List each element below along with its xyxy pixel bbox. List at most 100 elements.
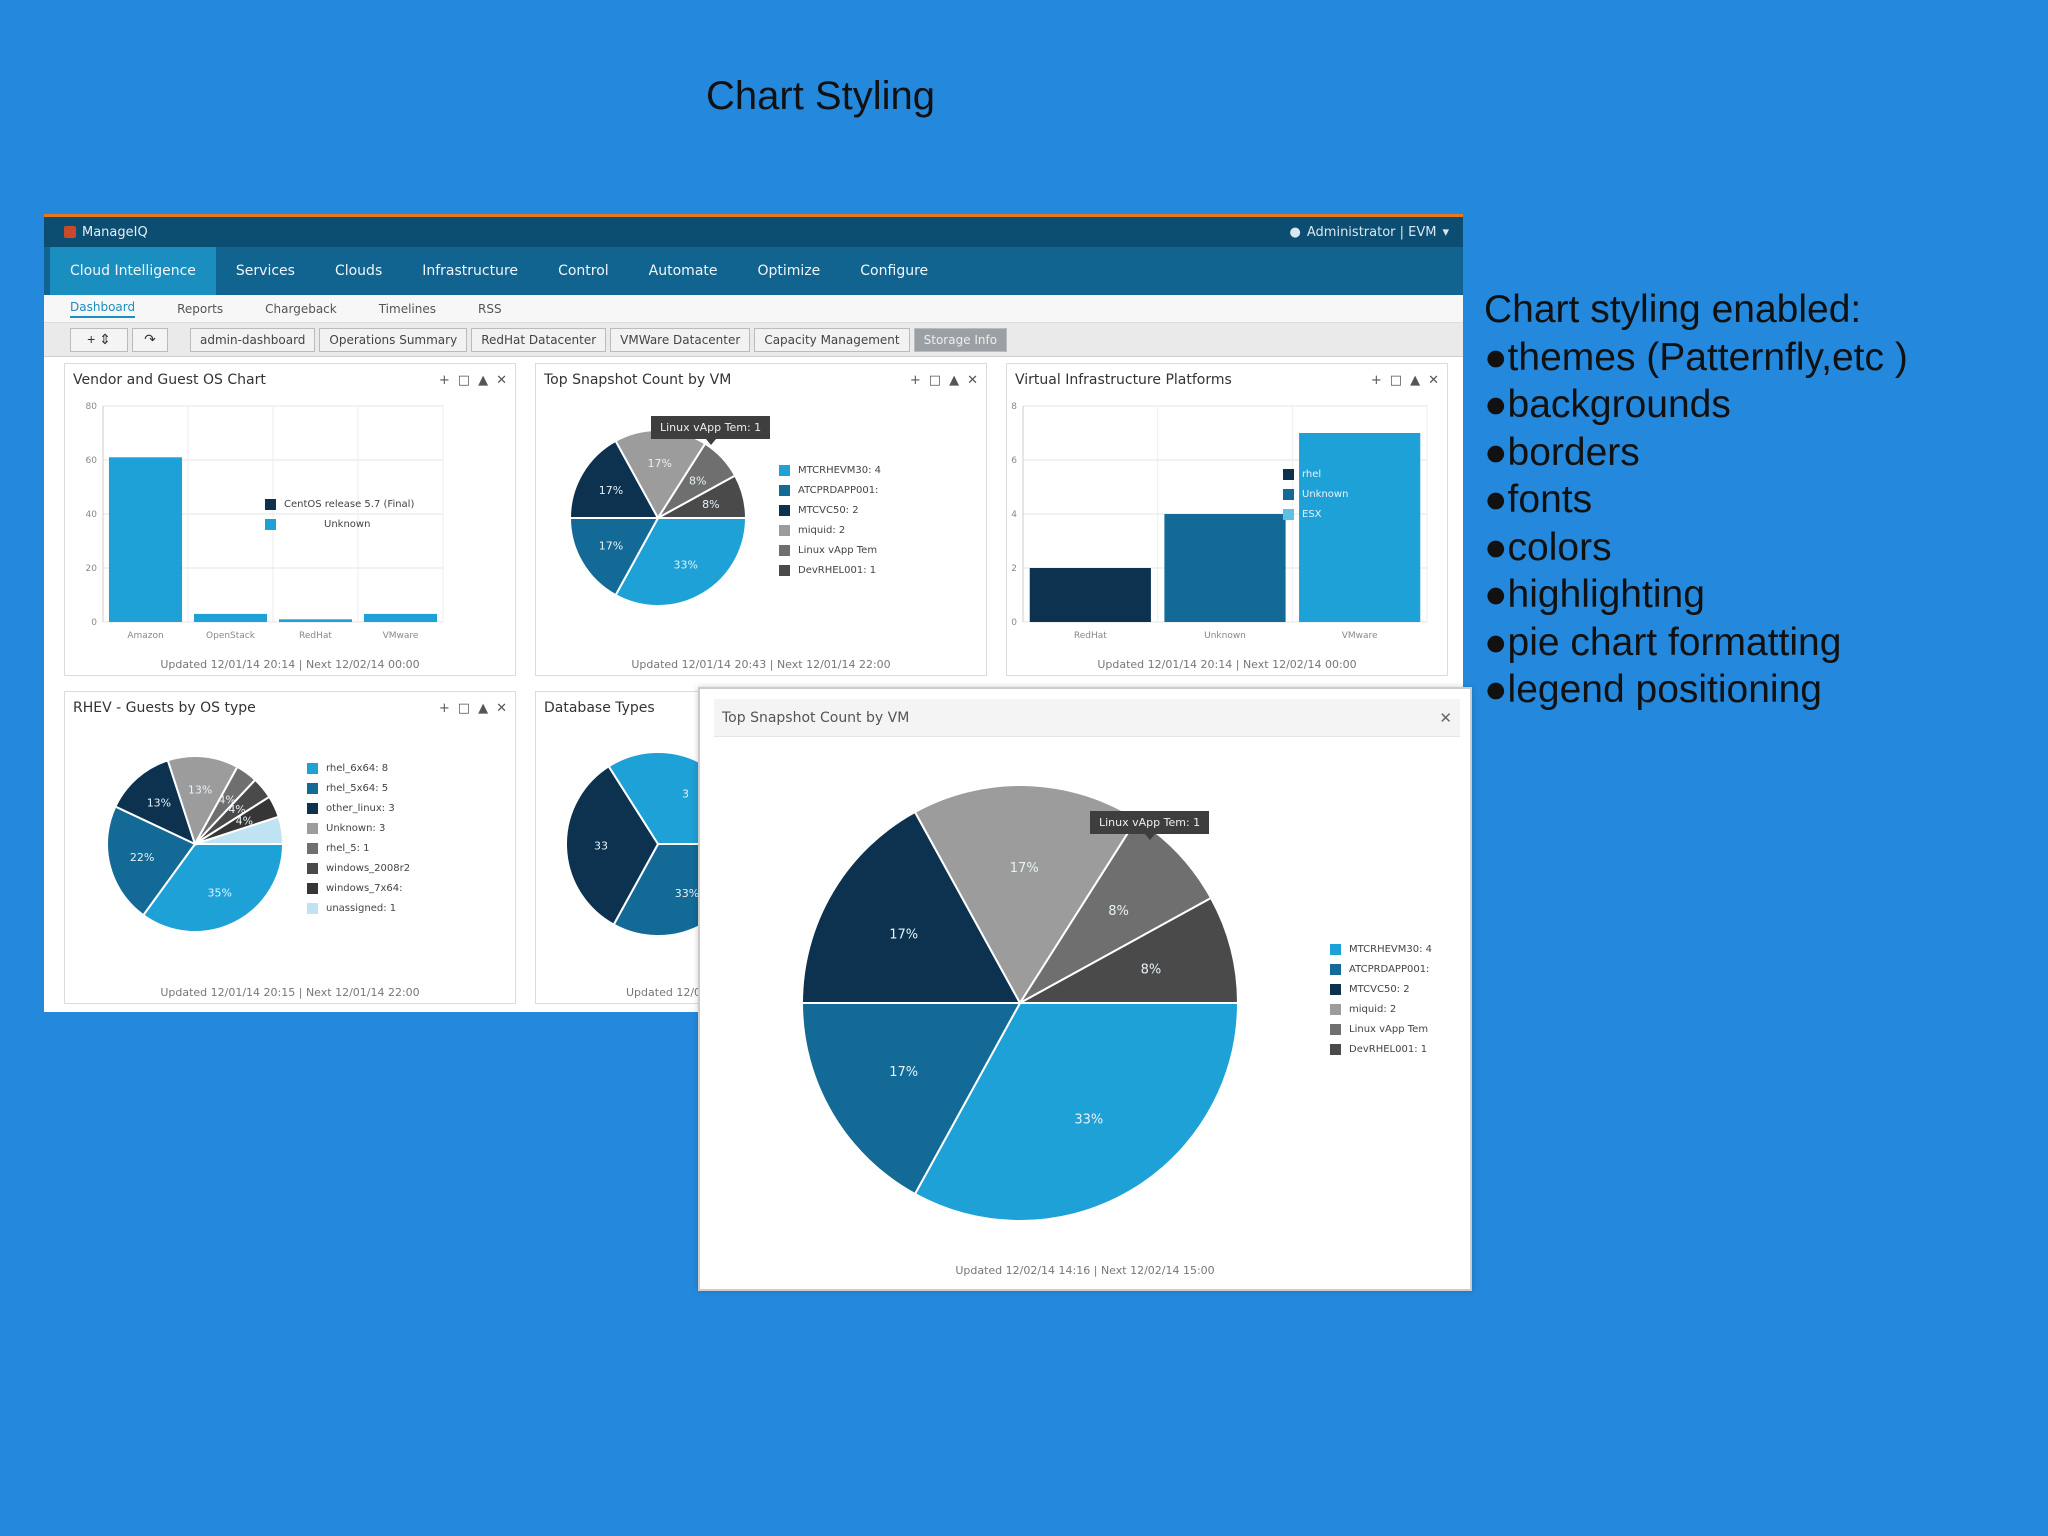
legend-swatch <box>307 842 318 854</box>
legend-item: CentOS release 5.7 (Final) <box>265 494 414 514</box>
nav-clouds[interactable]: Clouds <box>334 263 383 279</box>
brand-logo[interactable]: ManageIQ <box>64 225 148 240</box>
x-tick-label: RedHat <box>1074 631 1107 641</box>
widget-footer: Updated 12/0 <box>626 986 702 999</box>
widget-controls: + □ ▲ ✕ <box>439 373 507 388</box>
pie-slice <box>614 517 748 607</box>
legend-label: miquid: 2 <box>1349 1003 1397 1015</box>
legend-swatch <box>1330 1043 1341 1055</box>
widget-footer: Updated 12/01/14 20:14 | Next 12/02/14 0… <box>160 658 420 671</box>
pie-slice <box>565 764 660 926</box>
widget-controls: + □ ▲ ✕ <box>910 373 978 388</box>
user-menu[interactable]: ● Administrator | EVM ▾ <box>1290 225 1449 240</box>
pie-slice <box>657 474 748 519</box>
dash-tab-vmware[interactable]: VMWare Datacenter <box>610 327 751 352</box>
nav-infrastructure[interactable]: Infrastructure <box>422 263 519 279</box>
chart-legend: MTCRHEVM30: 4 ATCPRDAPP001: MTCVC50: 2 miqu… <box>779 460 881 580</box>
feature-list-heading: Chart styling enabled: <box>1484 288 1862 331</box>
legend-swatch <box>779 464 790 476</box>
slice-label: 33% <box>675 887 699 900</box>
nav-optimize[interactable]: Optimize <box>757 263 821 279</box>
nav-services[interactable]: Services <box>235 263 295 279</box>
dash-tab-storage[interactable]: Storage Info <box>913 327 1008 352</box>
nav-configure[interactable]: Configure <box>860 263 929 279</box>
feature-item: ●backgrounds <box>1484 383 1731 426</box>
collapse-icon[interactable]: ▲ <box>478 372 489 388</box>
legend-label: ATCPRDAPP001: <box>1349 963 1430 975</box>
legend-swatch <box>779 564 790 576</box>
legend-swatch <box>307 782 318 794</box>
widget-footer: Updated 12/01/14 20:14 | Next 12/02/14 0… <box>1097 658 1357 671</box>
add-widget-button[interactable]: + ⇕ <box>70 327 128 352</box>
legend-label: CentOS release 5.7 (Final) <box>284 498 415 510</box>
slice-label: 13% <box>188 783 212 796</box>
y-tick-label: 40 <box>86 510 98 520</box>
reset-arrow-icon: ↷ <box>144 331 156 347</box>
maximize-icon[interactable]: □ <box>457 372 471 388</box>
legend-label: Unknown <box>1302 488 1349 500</box>
popup-header: Top Snapshot Count by VM ✕ <box>714 699 1460 737</box>
collapse-icon[interactable]: ▲ <box>949 372 960 388</box>
reset-button[interactable]: ↷ <box>132 327 168 352</box>
feature-item: ●highlighting <box>1484 573 1705 616</box>
dash-tab-operations[interactable]: Operations Summary <box>319 327 468 352</box>
legend-label: other_linux: 3 <box>326 802 395 814</box>
close-icon[interactable]: ✕ <box>1439 708 1452 727</box>
dash-tab-redhat[interactable]: RedHat Datacenter <box>471 327 607 352</box>
bar <box>1164 514 1286 622</box>
add-icon[interactable]: + <box>909 372 921 388</box>
legend-item: Unknown <box>1283 484 1348 504</box>
maximize-icon[interactable]: □ <box>457 700 471 716</box>
pie-slice <box>114 759 197 846</box>
nav-automate[interactable]: Automate <box>648 263 718 279</box>
chart-legend: rhel Unknown ESX <box>1283 464 1348 524</box>
add-icon[interactable]: + <box>438 372 450 388</box>
subnav-dashboard[interactable]: Dashboard <box>70 300 136 318</box>
chart-popup: Top Snapshot Count by VM ✕ 33% 17% 17% 17% 8… <box>698 687 1472 1291</box>
top-bar: ManageIQ ● Administrator | EVM ▾ <box>44 217 1463 247</box>
bar <box>193 613 268 622</box>
legend-swatch <box>1283 508 1294 520</box>
dash-tab-admin[interactable]: admin-dashboard <box>190 327 316 352</box>
slice-label: 17% <box>1010 861 1039 876</box>
legend-item: rhel <box>1283 464 1348 484</box>
nav-control[interactable]: Control <box>558 263 609 279</box>
add-icon[interactable]: + <box>438 700 450 716</box>
widget-footer: Updated 12/01/14 20:15 | Next 12/01/14 2… <box>160 986 420 999</box>
subnav-rss[interactable]: RSS <box>478 301 502 316</box>
legend-item: windows_7x64: <box>307 878 410 898</box>
subnav-timelines[interactable]: Timelines <box>378 301 436 316</box>
legend-label: MTCRHEVM30: 4 <box>1349 943 1433 955</box>
slice-label: 8% <box>702 498 719 511</box>
slice-label: 17% <box>889 1065 918 1080</box>
pie-slice <box>194 815 285 845</box>
legend-swatch <box>307 902 318 914</box>
collapse-icon[interactable]: ▲ <box>478 700 489 716</box>
subnav-reports[interactable]: Reports <box>177 301 224 316</box>
legend-swatch <box>307 882 318 894</box>
caret-down-icon: ▾ <box>1442 224 1449 240</box>
slice-label: 4% <box>228 803 245 816</box>
close-icon[interactable]: ✕ <box>1428 372 1439 388</box>
legend-item: ATCPRDAPP001: <box>779 480 881 500</box>
user-label: Administrator | EVM <box>1306 224 1437 240</box>
maximize-icon[interactable]: □ <box>1389 372 1403 388</box>
slice-label: 17% <box>599 484 623 497</box>
add-icon[interactable]: + <box>1370 372 1382 388</box>
legend-label: Unknown: 3 <box>326 822 386 834</box>
nav-cloud-intelligence[interactable]: Cloud Intelligence <box>50 247 216 295</box>
close-icon[interactable]: ✕ <box>967 372 978 388</box>
maximize-icon[interactable]: □ <box>928 372 942 388</box>
subnav-chargeback[interactable]: Chargeback <box>265 301 337 316</box>
legend-label: Linux vApp Tem <box>798 544 878 556</box>
legend-label: MTCRHEVM30: 4 <box>798 464 882 476</box>
close-icon[interactable]: ✕ <box>496 700 507 716</box>
close-icon[interactable]: ✕ <box>496 372 507 388</box>
collapse-icon[interactable]: ▲ <box>1410 372 1421 388</box>
legend-swatch <box>307 762 318 774</box>
widget-title: RHEV - Guests by OS type <box>73 700 256 716</box>
feature-item: ●borders <box>1484 430 1640 474</box>
dash-tab-capacity[interactable]: Capacity Management <box>754 327 910 352</box>
y-tick-label: 2 <box>1011 564 1017 574</box>
bar <box>1299 433 1421 622</box>
